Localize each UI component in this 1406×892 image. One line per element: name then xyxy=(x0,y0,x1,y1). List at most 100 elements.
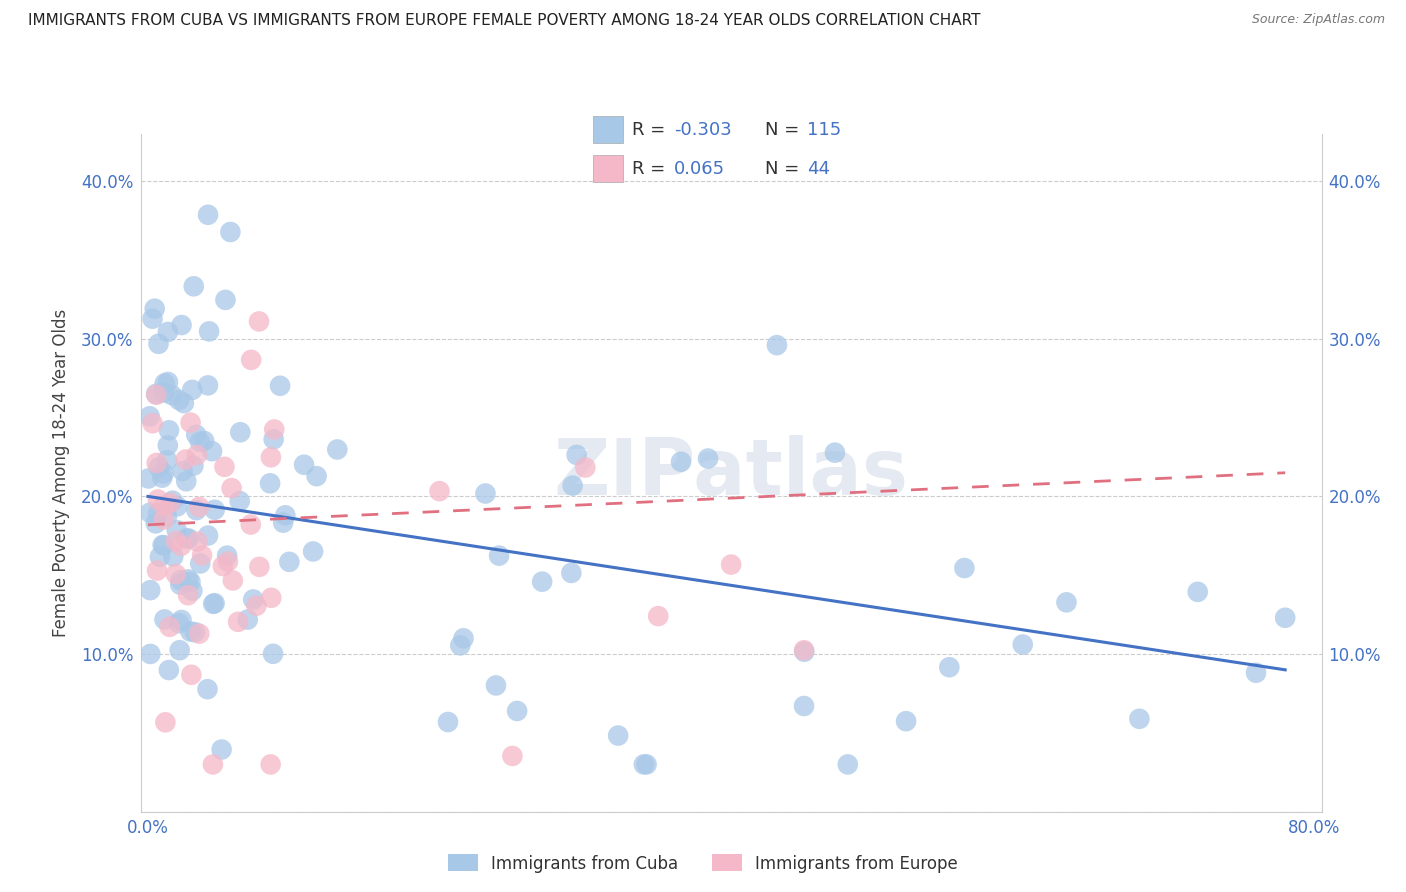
Text: 44: 44 xyxy=(807,160,830,178)
Point xyxy=(263,432,285,446)
Point xyxy=(302,544,325,558)
Point xyxy=(259,476,281,491)
Point xyxy=(793,645,815,659)
Point xyxy=(271,516,294,530)
Point xyxy=(488,549,510,563)
Point xyxy=(169,577,191,591)
Point xyxy=(162,549,184,564)
Point xyxy=(197,208,219,222)
Point xyxy=(263,422,285,436)
Point xyxy=(169,643,191,657)
Point xyxy=(636,757,658,772)
Point xyxy=(174,452,197,467)
Text: Source: ZipAtlas.com: Source: ZipAtlas.com xyxy=(1251,13,1385,27)
Point xyxy=(292,458,315,472)
Point xyxy=(1011,638,1033,652)
Point xyxy=(156,453,179,467)
Point xyxy=(145,516,167,531)
Point xyxy=(141,311,163,326)
Text: ZIPatlas: ZIPatlas xyxy=(554,434,908,511)
Point xyxy=(155,715,177,730)
Point xyxy=(938,660,960,674)
Point xyxy=(167,616,190,631)
Point xyxy=(159,496,181,510)
Point xyxy=(188,434,211,449)
Point xyxy=(259,757,281,772)
Point xyxy=(170,613,193,627)
Point xyxy=(160,388,183,402)
Text: 0.065: 0.065 xyxy=(675,160,725,178)
Point xyxy=(148,460,170,475)
Point xyxy=(172,464,194,478)
Point xyxy=(142,416,165,430)
Point xyxy=(183,279,205,293)
Point xyxy=(214,293,236,307)
Point xyxy=(188,626,211,640)
Point xyxy=(156,438,179,452)
Point xyxy=(197,378,219,392)
Point xyxy=(236,613,259,627)
Legend: Immigrants from Cuba, Immigrants from Europe: Immigrants from Cuba, Immigrants from Eu… xyxy=(441,847,965,880)
Point xyxy=(474,486,496,500)
Point xyxy=(262,647,284,661)
Point xyxy=(153,376,176,391)
Point xyxy=(485,678,508,692)
Point xyxy=(170,539,193,553)
Point xyxy=(165,534,187,549)
Point xyxy=(953,561,976,575)
Point xyxy=(157,663,180,677)
Point xyxy=(1244,665,1267,680)
Point xyxy=(166,500,188,514)
Bar xyxy=(592,155,623,183)
Point xyxy=(720,558,742,572)
Point xyxy=(226,615,249,629)
Point xyxy=(138,409,160,424)
Point xyxy=(143,301,166,316)
Point xyxy=(793,698,815,713)
Text: N =: N = xyxy=(765,160,804,178)
Point xyxy=(793,643,815,657)
Point xyxy=(148,336,170,351)
Point xyxy=(156,375,179,389)
Point xyxy=(240,352,263,367)
Point xyxy=(501,748,523,763)
Point xyxy=(247,559,270,574)
Point xyxy=(837,757,859,772)
Point xyxy=(204,502,226,516)
Point xyxy=(531,574,554,589)
Point xyxy=(506,704,529,718)
Point xyxy=(824,445,846,459)
Point xyxy=(269,378,291,392)
Point xyxy=(193,434,215,448)
Point xyxy=(177,588,200,602)
Point xyxy=(153,385,176,400)
Point xyxy=(647,609,669,624)
Point xyxy=(633,757,655,772)
Point xyxy=(560,566,582,580)
Point xyxy=(669,455,692,469)
Point xyxy=(152,512,174,526)
Point xyxy=(146,507,169,521)
Point xyxy=(157,423,180,437)
Point xyxy=(139,583,162,598)
Point xyxy=(186,534,208,549)
Point xyxy=(198,325,221,339)
Point xyxy=(201,444,224,458)
Point xyxy=(153,612,176,626)
Point xyxy=(152,538,174,552)
Point xyxy=(437,714,460,729)
Point xyxy=(1128,712,1150,726)
Point xyxy=(145,456,167,470)
Point xyxy=(574,460,596,475)
Point xyxy=(260,591,283,605)
Point xyxy=(174,475,197,489)
Text: N =: N = xyxy=(765,121,804,139)
Point xyxy=(183,458,205,473)
Point xyxy=(260,450,283,465)
Point xyxy=(145,387,167,401)
Point xyxy=(149,549,172,564)
Point xyxy=(222,574,245,588)
Point xyxy=(145,388,167,402)
Point xyxy=(197,528,219,542)
Point xyxy=(607,729,630,743)
